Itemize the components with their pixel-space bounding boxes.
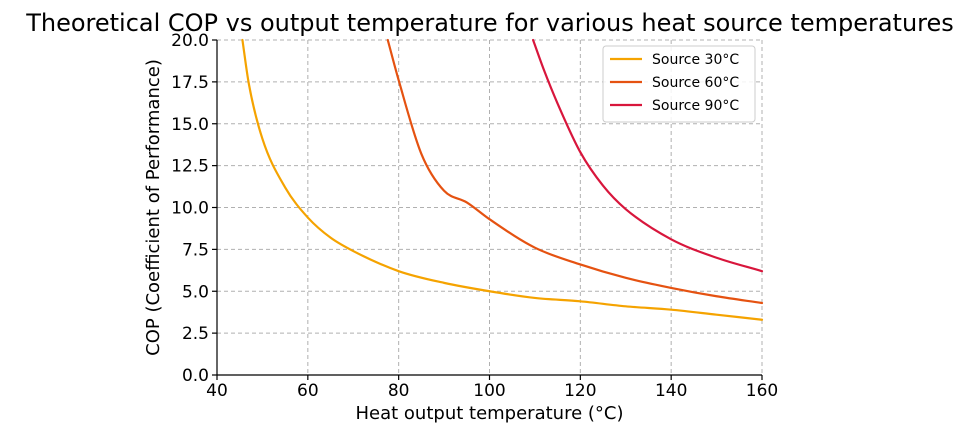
legend-label: Source 30°C <box>652 52 739 68</box>
series-line-source-90-c <box>532 38 764 273</box>
x-tick-label: 120 <box>564 381 596 401</box>
legend-box <box>602 45 756 123</box>
x-tick-label: 40 <box>206 381 228 401</box>
chart-title: Theoretical COP vs output temperature fo… <box>25 9 954 37</box>
ticks: 40 60 80 100 120 140 160 0.0 2.5 5.0 7.5 10.0 12.5 15… <box>171 31 778 401</box>
y-tick-label: 17.5 <box>171 73 209 93</box>
series-line-source-60-c <box>386 38 764 305</box>
y-tick-label: 2.5 <box>182 324 209 344</box>
y-tick-label: 15.0 <box>171 115 209 135</box>
y-tick-label: 5.0 <box>182 282 209 302</box>
series-line-source-30-c <box>241 38 764 321</box>
x-tick-label: 100 <box>473 381 505 401</box>
x-tick-label: 160 <box>746 381 778 401</box>
y-tick-label: 20.0 <box>171 31 209 51</box>
y-tick-label: 10.0 <box>171 199 209 219</box>
y-tick-label: 0.0 <box>182 366 209 386</box>
y-axis-label: COP (Coefficient of Performance) <box>143 59 164 356</box>
y-tick-label: 7.5 <box>182 240 209 260</box>
series-lines <box>241 38 764 321</box>
legend-label: Source 90°C <box>652 98 739 114</box>
y-tick-label: 12.5 <box>171 157 209 177</box>
x-tick-label: 80 <box>388 381 410 401</box>
x-tick-label: 140 <box>655 381 687 401</box>
legend: Source 30°C Source 60°C Source 90°C <box>602 45 756 123</box>
x-tick-label: 60 <box>297 381 319 401</box>
x-axis-label: Heat output temperature (°C) <box>356 403 624 424</box>
legend-label: Source 60°C <box>652 75 739 91</box>
